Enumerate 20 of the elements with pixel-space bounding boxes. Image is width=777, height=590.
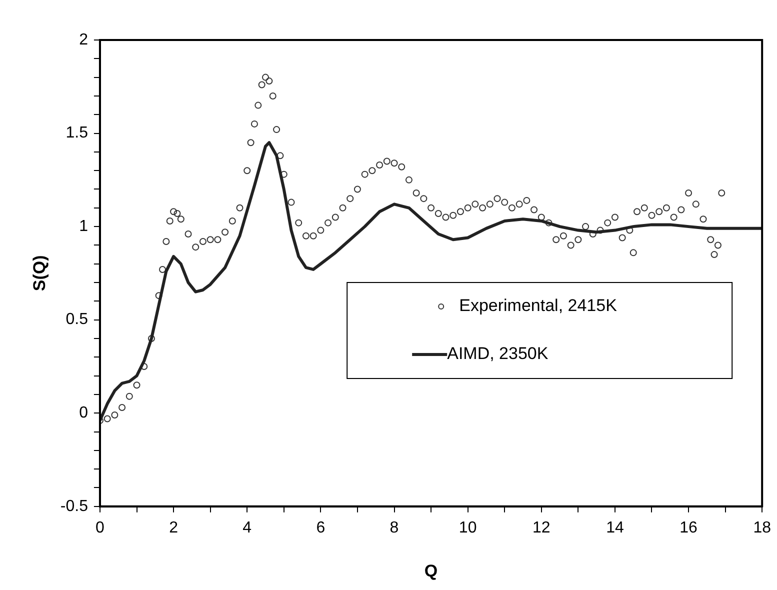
x-tick-label: 6 — [316, 519, 326, 536]
x-tick-label: 10 — [458, 519, 477, 536]
legend-label: Experimental, 2415K — [459, 296, 618, 316]
y-tick-label: 0.5 — [66, 311, 88, 328]
x-tick-label: 2 — [169, 519, 178, 536]
x-tick-label: 8 — [390, 519, 399, 536]
y-axis-title: S(Q) — [30, 255, 49, 292]
x-axis-title: Q — [424, 561, 438, 580]
y-tick-label: 1.5 — [66, 124, 88, 142]
y-tick-label: 0 — [79, 404, 88, 422]
x-tick-label: 18 — [753, 519, 772, 536]
y-tick-label: 1 — [79, 218, 88, 235]
x-tick-label: 4 — [242, 519, 252, 536]
x-tick-label: 12 — [532, 519, 550, 536]
x-tick-label: 0 — [96, 519, 105, 536]
y-tick-label: -0.5 — [60, 498, 88, 515]
legend-label: AIMD, 2350K — [447, 344, 549, 364]
x-tick-label: 16 — [680, 519, 698, 536]
x-tick-label: 14 — [606, 519, 624, 536]
y-tick-label: 2 — [79, 31, 88, 48]
